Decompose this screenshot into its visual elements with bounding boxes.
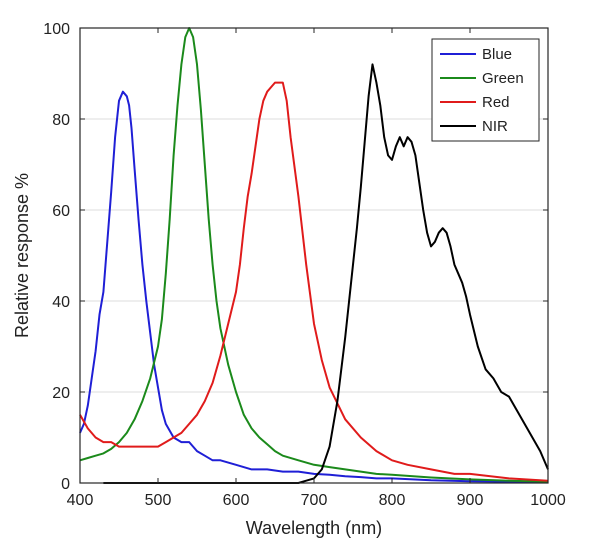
- x-tick-label: 1000: [530, 492, 566, 509]
- y-tick-label: 40: [52, 294, 70, 311]
- legend-label-blue: Blue: [482, 46, 512, 63]
- y-tick-label: 60: [52, 203, 70, 220]
- legend-label-green: Green: [482, 70, 524, 87]
- legend-box: [431, 38, 540, 142]
- series-line-red: [79, 81, 549, 482]
- x-tick-label: 400: [67, 492, 94, 509]
- legend: Blue Green Red NIR: [431, 38, 540, 142]
- y-tick-label: 0: [61, 476, 70, 493]
- axis-ticks: 400 500 600 700 800 900 1000 0 20 40 60 80 100: [43, 21, 566, 509]
- x-tick-label: 800: [379, 492, 406, 509]
- y-axis-label: Relative response %: [12, 173, 32, 338]
- legend-label-red: Red: [482, 94, 510, 111]
- series-line-green: [79, 27, 549, 483]
- x-tick-label: 600: [223, 492, 250, 509]
- x-tick-label: 500: [145, 492, 172, 509]
- y-tick-label: 100: [43, 21, 70, 38]
- x-tick-label: 900: [457, 492, 484, 509]
- series-line-blue: [79, 90, 549, 484]
- legend-label-nir: NIR: [482, 118, 508, 135]
- series-line-nir: [103, 63, 549, 484]
- x-axis-label: Wavelength (nm): [246, 518, 382, 538]
- y-tick-label: 20: [52, 385, 70, 402]
- y-tick-label: 80: [52, 112, 70, 129]
- series-lines: [79, 27, 549, 484]
- x-tick-label: 700: [301, 492, 328, 509]
